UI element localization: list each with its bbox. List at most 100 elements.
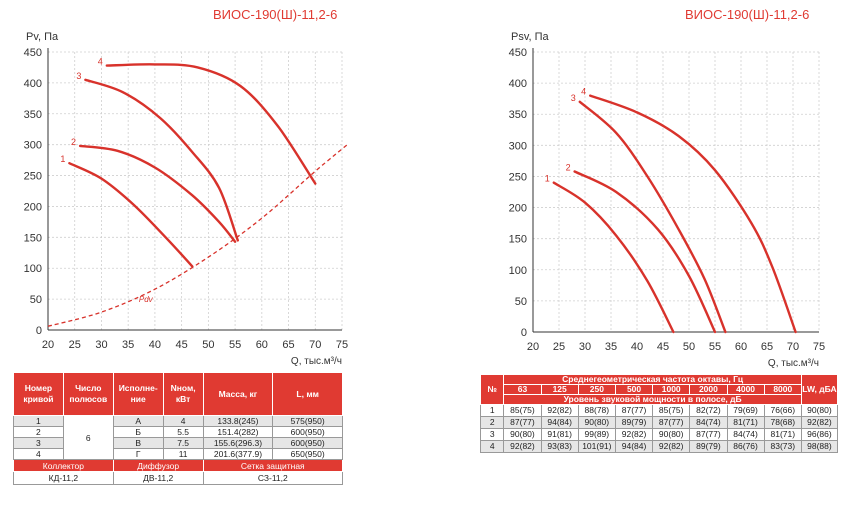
cell-mass: 133.8(245)	[202, 415, 274, 427]
noise-cell: 94(84)	[540, 416, 579, 429]
y-tick-label: 50	[30, 294, 42, 306]
cell-curve: 4	[13, 448, 64, 460]
series-label-4: 4	[98, 57, 103, 67]
freq-500: 500	[614, 384, 654, 395]
table-row: 3 В 7.5 155.6(296.3) 600(950)	[13, 437, 343, 449]
cell-version: А	[112, 415, 164, 427]
x-tick-label: 40	[631, 341, 643, 353]
x-tick-label: 20	[42, 339, 54, 351]
y-axis-label: Pv, Па	[26, 31, 59, 43]
x-axis-label: Q, тыс.м³/ч	[291, 356, 342, 367]
y-tick-label: 250	[509, 171, 527, 183]
noise-header-num: №	[479, 374, 505, 405]
series-label-4: 4	[581, 87, 586, 97]
series-line-1	[552, 181, 675, 334]
cell-length: 650(950)	[272, 448, 343, 460]
y-tick-label: 400	[509, 78, 527, 90]
x-tick-label: 20	[527, 341, 539, 353]
series-label-1: 1	[545, 174, 550, 184]
noise-cell: 82(72)	[689, 404, 728, 417]
x-tick-label: 35	[122, 339, 134, 351]
cell-curve: 3	[13, 437, 64, 449]
noise-freq-row: 63 125 250 500 1000 2000 4000 8000	[481, 384, 838, 395]
series-label-3: 3	[571, 93, 576, 103]
spec-header-power: Nном, кВт	[162, 372, 204, 416]
x-tick-label: 70	[309, 339, 321, 351]
psv-chart: 20 25 30 35 40 45 50 55 60 65 70 75 0 50 100 150 200 250 3…	[509, 31, 825, 369]
noise-cell: 89(79)	[614, 416, 654, 429]
noise-cell: 92(82)	[652, 440, 691, 453]
y-tick-label: 450	[24, 47, 42, 59]
series-label-1: 1	[60, 154, 65, 164]
left-chart-title: ВИОС-190(Ш)-11,2-6	[213, 7, 338, 22]
noise-cell: 76(66)	[763, 404, 802, 417]
x-tick-label: 65	[761, 341, 773, 353]
series-line-3	[578, 100, 727, 334]
x-tick-label: 25	[69, 339, 81, 351]
noise-cell-num: 4	[479, 440, 505, 453]
noise-cell: 86(76)	[726, 440, 765, 453]
series-label-pdv: Pdv	[139, 295, 154, 304]
noise-cell: 85(75)	[503, 404, 542, 417]
table-row: 4 Г 11 201.6(377.9) 650(950)	[13, 448, 343, 460]
footer-value-grid: СЗ-11,2	[202, 471, 344, 485]
noise-cell: 93(83)	[540, 440, 579, 453]
series-line-3	[84, 78, 239, 242]
y-tick-label: 300	[24, 140, 42, 152]
series-line-2	[78, 144, 237, 243]
freq-8000: 8000	[763, 384, 802, 395]
noise-table: № Среднегеометрическая частота октавы, Г…	[479, 374, 839, 453]
y-tick-label: 350	[24, 109, 42, 121]
noise-cell: 99(89)	[577, 428, 616, 441]
series-line-pdv	[47, 144, 348, 327]
x-tick-label: 50	[202, 339, 214, 351]
y-tick-label: 400	[24, 78, 42, 90]
footer-value-diffuser: ДВ-11,2	[112, 471, 204, 485]
cell-mass: 201.6(377.9)	[202, 448, 274, 460]
freq-250: 250	[577, 384, 616, 395]
x-tick-label: 60	[735, 341, 747, 353]
noise-cell: 87(77)	[689, 428, 728, 441]
cell-version: Б	[112, 426, 164, 438]
series-label-2: 2	[71, 137, 76, 147]
y-tick-label: 0	[36, 325, 42, 337]
spec-header-poles: Число полюсов	[62, 372, 114, 416]
noise-cell-lw: 92(82)	[800, 416, 839, 429]
cell-length: 600(950)	[272, 437, 343, 449]
freq-1000: 1000	[652, 384, 691, 395]
series-line-1	[68, 162, 194, 268]
x-tick-label: 55	[229, 339, 241, 351]
spec-header-length: L, мм	[272, 372, 343, 416]
cell-power: 7.5	[162, 437, 204, 449]
table-row: 1 85(75) 92(82) 88(78) 87(77) 85(75) 82(…	[479, 404, 839, 417]
freq-63: 63	[503, 384, 542, 395]
y-tick-label: 0	[521, 327, 527, 339]
x-tick-label: 65	[282, 339, 294, 351]
noise-cell-num: 2	[479, 416, 505, 429]
cell-version: Г	[112, 448, 164, 460]
noise-cell: 91(81)	[540, 428, 579, 441]
cell-poles: 6	[62, 415, 114, 460]
pv-chart: 20 25 30 35 40 45 50 55 60 65 70 75 0 50 100 150 200 250 3…	[24, 31, 348, 367]
noise-header-lw: LW, дБА	[800, 374, 839, 405]
noise-cell: 87(77)	[614, 404, 654, 417]
cell-length: 600(950)	[272, 426, 343, 438]
series-line-4	[105, 63, 317, 185]
noise-cell: 79(69)	[726, 404, 765, 417]
x-tick-label: 50	[683, 341, 695, 353]
footer-value-collector: КД-11,2	[13, 471, 114, 485]
y-tick-label: 200	[24, 201, 42, 213]
spec-header-row: Номер кривой Число полюсов Исполне-ние N…	[13, 372, 343, 416]
y-tick-label: 100	[24, 263, 42, 275]
x-tick-label: 45	[657, 341, 669, 353]
noise-cell: 92(82)	[503, 440, 542, 453]
cell-curve: 1	[13, 415, 64, 427]
cell-curve: 2	[13, 426, 64, 438]
y-tick-label: 200	[509, 203, 527, 215]
noise-cell: 94(84)	[614, 440, 654, 453]
y-tick-label: 50	[515, 296, 527, 308]
y-tick-label: 250	[24, 171, 42, 183]
cell-length: 575(950)	[272, 415, 343, 427]
y-tick-label: 100	[509, 265, 527, 277]
x-tick-label: 55	[709, 341, 721, 353]
